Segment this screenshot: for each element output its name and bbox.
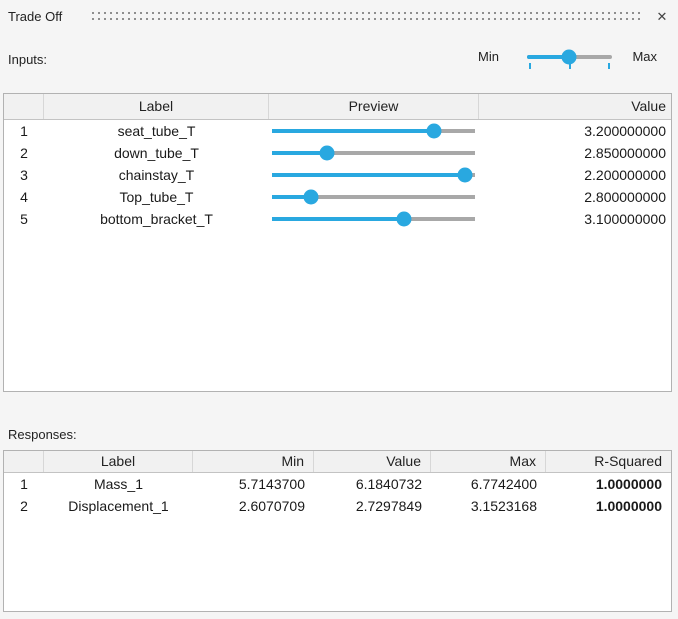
- responses-table: Label Min Value Max R-Squared 1 Mass_1 5…: [3, 450, 672, 612]
- close-icon[interactable]: ✕: [656, 9, 668, 24]
- slider-fill: [272, 217, 404, 221]
- slider-track[interactable]: [272, 211, 475, 227]
- titlebar: Trade Off ✕: [0, 0, 678, 32]
- row-number: 3: [20, 167, 28, 183]
- input-label: Top_tube_T: [119, 189, 194, 205]
- input-value: 2.200000000: [584, 167, 666, 183]
- inputs-table-header: Label Preview Value: [4, 94, 671, 120]
- header-label[interactable]: Label: [44, 451, 193, 472]
- slider-handle[interactable]: [303, 189, 319, 205]
- slider-track[interactable]: [272, 145, 475, 161]
- input-preview-slider[interactable]: [269, 208, 479, 230]
- range-max-label: Max: [632, 49, 657, 64]
- slider-track[interactable]: [272, 167, 475, 183]
- row-number: 2: [20, 498, 28, 514]
- response-value: 2.7297849: [355, 498, 422, 514]
- inputs-section-label: Inputs:: [8, 52, 48, 67]
- slider-handle[interactable]: [319, 145, 335, 161]
- slider-handle[interactable]: [457, 167, 473, 183]
- input-value: 3.100000000: [584, 211, 666, 227]
- input-label: down_tube_T: [114, 145, 199, 161]
- slider-fill: [272, 195, 311, 199]
- drag-handle-icon[interactable]: [92, 12, 644, 21]
- inputs-table-row[interactable]: 1 seat_tube_T 3.200000000: [4, 120, 671, 142]
- input-preview-slider[interactable]: [269, 120, 479, 142]
- header-max[interactable]: Max: [431, 451, 546, 472]
- range-slider-fill: [527, 55, 569, 59]
- row-number: 1: [20, 123, 28, 139]
- range-slider-tick: [607, 63, 610, 69]
- input-value: 2.800000000: [584, 189, 666, 205]
- header-row-number: [4, 451, 44, 472]
- input-preview-slider[interactable]: [269, 164, 479, 186]
- range-slider-handle[interactable]: [561, 49, 577, 65]
- range-slider-track[interactable]: [527, 49, 612, 65]
- slider-fill: [272, 151, 327, 155]
- input-value: 3.200000000: [584, 123, 666, 139]
- response-r-squared: 1.0000000: [595, 476, 662, 492]
- slider-fill: [272, 129, 435, 133]
- input-label: bottom_bracket_T: [100, 211, 213, 227]
- response-min: 5.7143700: [238, 476, 305, 492]
- response-max: 6.7742400: [470, 476, 537, 492]
- input-value: 2.850000000: [584, 145, 666, 161]
- range-slider-tick: [568, 63, 571, 69]
- inputs-table-row[interactable]: 2 down_tube_T 2.850000000: [4, 142, 671, 164]
- range-min-label: Min: [478, 49, 499, 64]
- responses-table-header: Label Min Value Max R-Squared: [4, 451, 671, 473]
- inputs-table-row[interactable]: 5 bottom_bracket_T 3.100000000: [4, 208, 671, 230]
- row-number: 5: [20, 211, 28, 227]
- response-value: 6.1840732: [355, 476, 422, 492]
- header-r-squared[interactable]: R-Squared: [594, 453, 662, 469]
- response-max: 3.1523168: [470, 498, 537, 514]
- header-min[interactable]: Min: [193, 451, 314, 472]
- header-label[interactable]: Label: [44, 94, 269, 119]
- slider-track[interactable]: [272, 189, 475, 205]
- range-slider-tick: [529, 63, 532, 69]
- row-number: 1: [20, 476, 28, 492]
- slider-fill: [272, 173, 465, 177]
- header-value[interactable]: Value: [631, 98, 666, 114]
- response-min: 2.6070709: [238, 498, 305, 514]
- response-r-squared: 1.0000000: [595, 498, 662, 514]
- response-label: Displacement_1: [68, 498, 169, 514]
- responses-table-row[interactable]: 2 Displacement_1 2.6070709 2.7297849 3.1…: [4, 495, 671, 517]
- slider-handle[interactable]: [396, 211, 412, 227]
- inputs-table-row[interactable]: 4 Top_tube_T 2.800000000: [4, 186, 671, 208]
- row-number: 2: [20, 145, 28, 161]
- header-value[interactable]: Value: [314, 451, 431, 472]
- header-row-number: [4, 94, 44, 119]
- response-label: Mass_1: [93, 476, 144, 492]
- input-preview-slider[interactable]: [269, 186, 479, 208]
- header-preview[interactable]: Preview: [269, 94, 479, 119]
- inputs-table-row[interactable]: 3 chainstay_T 2.200000000: [4, 164, 671, 186]
- responses-table-row[interactable]: 1 Mass_1 5.7143700 6.1840732 6.7742400 1…: [4, 473, 671, 495]
- input-label: chainstay_T: [118, 167, 195, 183]
- row-number: 4: [20, 189, 28, 205]
- slider-track[interactable]: [272, 123, 475, 139]
- input-label: seat_tube_T: [117, 123, 196, 139]
- inputs-table: Label Preview Value 1 seat_tube_T 3.2000…: [3, 93, 672, 392]
- panel-title: Trade Off: [8, 9, 63, 24]
- input-preview-slider[interactable]: [269, 142, 479, 164]
- inputs-range-slider: Min Max: [470, 46, 670, 76]
- responses-section-label: Responses:: [8, 427, 77, 442]
- slider-handle[interactable]: [426, 123, 442, 139]
